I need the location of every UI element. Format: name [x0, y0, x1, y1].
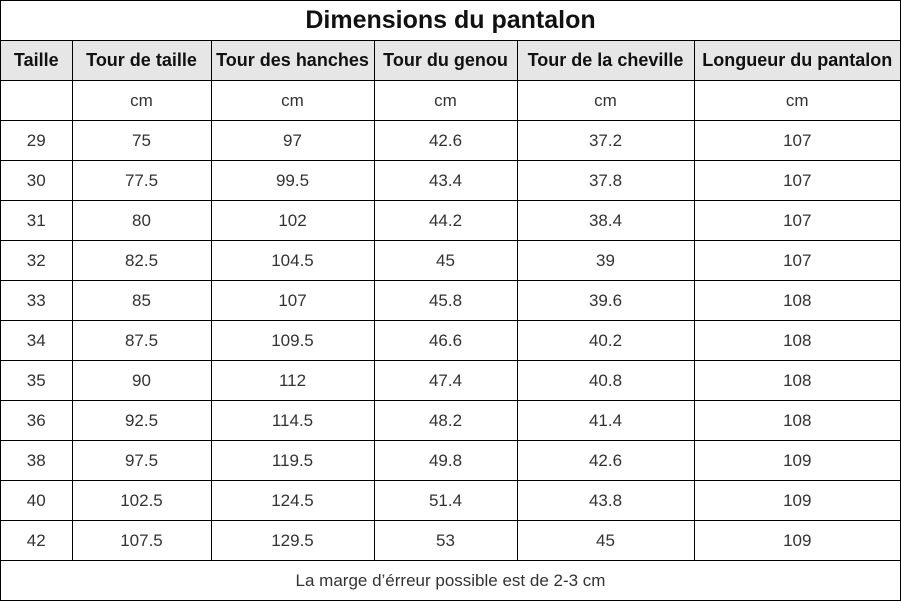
table-cell: 38: [1, 440, 73, 481]
column-header-hips: Tour des hanches: [211, 41, 375, 81]
table-cell: 43.8: [517, 480, 695, 521]
unit-cell: cm: [211, 80, 375, 121]
table-cell: 129.5: [211, 520, 375, 561]
table-cell: 42.6: [374, 120, 518, 161]
table-cell: 38.4: [517, 200, 695, 241]
table-cell: 107: [694, 240, 900, 281]
table-cell: 87.5: [72, 320, 212, 361]
table-cell: 35: [1, 360, 73, 401]
table-cell: 34: [1, 320, 73, 361]
unit-cell: [1, 80, 73, 121]
table-cell: 33: [1, 280, 73, 321]
unit-cell: cm: [72, 80, 212, 121]
table-cell: 37.2: [517, 120, 695, 161]
table-cell: 29: [1, 120, 73, 161]
unit-cell: cm: [374, 80, 518, 121]
table-cell: 107: [694, 160, 900, 201]
table-cell: 37.8: [517, 160, 695, 201]
table-cell: 109: [694, 480, 900, 521]
table-row: 38 97.5 119.5 49.8 42.6 109: [1, 440, 900, 481]
table-header: Taille Tour de taille Tour des hanches T…: [1, 41, 900, 81]
table-row: 32 82.5 104.5 45 39 107: [1, 240, 900, 281]
column-header-size: Taille: [1, 41, 73, 81]
table-cell: 32: [1, 240, 73, 281]
table-cell: 40.2: [517, 320, 695, 361]
table-cell: 51.4: [374, 480, 518, 521]
unit-cell: cm: [517, 80, 695, 121]
table-cell: 107: [694, 200, 900, 241]
table-row: 29 75 97 42.6 37.2 107: [1, 120, 900, 161]
table-cell: 108: [694, 280, 900, 321]
table-cell: 39: [517, 240, 695, 281]
table-cell: 30: [1, 160, 73, 201]
table-cell: 112: [211, 360, 375, 401]
table-body: cm cm cm cm cm 29 75 97 42.6 37.2 107 30 77.5 99…: [1, 80, 900, 561]
table-cell: 99.5: [211, 160, 375, 201]
table-cell: 104.5: [211, 240, 375, 281]
table-cell: 48.2: [374, 400, 518, 441]
header-row: Taille Tour de taille Tour des hanches T…: [1, 41, 900, 81]
unit-cell: cm: [694, 80, 900, 121]
table-row: 33 85 107 45.8 39.6 108: [1, 280, 900, 321]
table-row: 40 102.5 124.5 51.4 43.8 109: [1, 480, 900, 521]
table-cell: 107.5: [72, 520, 212, 561]
table-cell: 119.5: [211, 440, 375, 481]
table-cell: 90: [72, 360, 212, 401]
table-cell: 43.4: [374, 160, 518, 201]
column-header-knee: Tour du genou: [374, 41, 518, 81]
table-row: 30 77.5 99.5 43.4 37.8 107: [1, 160, 900, 201]
table-cell: 108: [694, 400, 900, 441]
units-row: cm cm cm cm cm: [1, 80, 900, 121]
table-cell: 124.5: [211, 480, 375, 521]
table-cell: 102: [211, 200, 375, 241]
table-cell: 45.8: [374, 280, 518, 321]
table-cell: 47.4: [374, 360, 518, 401]
table-row: 34 87.5 109.5 46.6 40.2 108: [1, 320, 900, 361]
column-header-waist: Tour de taille: [72, 41, 212, 81]
table-cell: 97: [211, 120, 375, 161]
table-cell: 45: [517, 520, 695, 561]
table-cell: 42: [1, 520, 73, 561]
table-row: 36 92.5 114.5 48.2 41.4 108: [1, 400, 900, 441]
table-cell: 53: [374, 520, 518, 561]
table-cell: 77.5: [72, 160, 212, 201]
size-table: Taille Tour de taille Tour des hanches T…: [1, 41, 900, 561]
table-cell: 39.6: [517, 280, 695, 321]
table-cell: 97.5: [72, 440, 212, 481]
table-cell: 40: [1, 480, 73, 521]
table-row: 35 90 112 47.4 40.8 108: [1, 360, 900, 401]
table-row: 31 80 102 44.2 38.4 107: [1, 200, 900, 241]
table-cell: 107: [211, 280, 375, 321]
table-cell: 40.8: [517, 360, 695, 401]
column-header-ankle: Tour de la cheville: [517, 41, 695, 81]
table-cell: 107: [694, 120, 900, 161]
table-cell: 108: [694, 360, 900, 401]
table-cell: 42.6: [517, 440, 695, 481]
table-cell: 75: [72, 120, 212, 161]
error-margin-note: La marge d’érreur possible est de 2-3 cm: [295, 570, 606, 590]
column-header-length: Longueur du pantalon: [694, 41, 900, 81]
table-cell: 41.4: [517, 400, 695, 441]
table-cell: 92.5: [72, 400, 212, 441]
table-title: Dimensions du pantalon: [1, 1, 900, 41]
table-cell: 108: [694, 320, 900, 361]
table-cell: 46.6: [374, 320, 518, 361]
table-cell: 109.5: [211, 320, 375, 361]
table-cell: 82.5: [72, 240, 212, 281]
table-cell: 36: [1, 400, 73, 441]
table-cell: 102.5: [72, 480, 212, 521]
table-cell: 49.8: [374, 440, 518, 481]
table-cell: 44.2: [374, 200, 518, 241]
table-cell: 114.5: [211, 400, 375, 441]
table-cell: 80: [72, 200, 212, 241]
table-cell: 109: [694, 440, 900, 481]
table-cell: 45: [374, 240, 518, 281]
table-cell: 85: [72, 280, 212, 321]
table-cell: 109: [694, 520, 900, 561]
table-cell: 31: [1, 200, 73, 241]
table-row: 42 107.5 129.5 53 45 109: [1, 520, 900, 561]
